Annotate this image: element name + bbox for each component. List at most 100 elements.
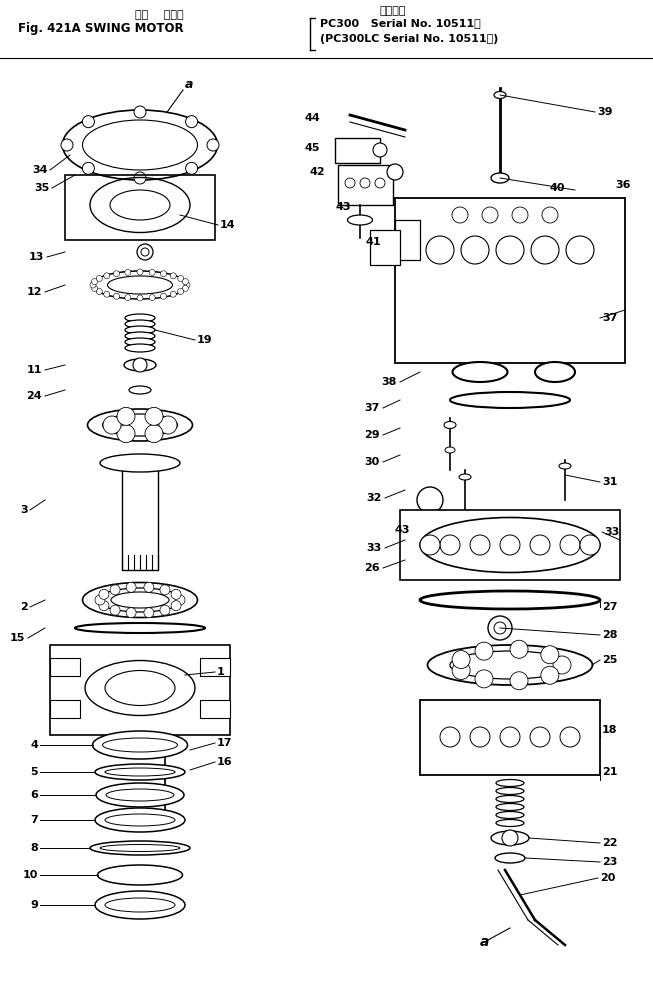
Circle shape [149,269,155,275]
Circle shape [580,535,600,555]
Ellipse shape [450,392,570,408]
Circle shape [475,670,493,688]
Circle shape [461,236,489,264]
Text: 23: 23 [602,857,617,867]
Ellipse shape [453,362,507,382]
Text: 15: 15 [10,633,25,643]
Circle shape [133,358,147,372]
Text: 45: 45 [304,143,320,153]
Circle shape [502,830,518,846]
Ellipse shape [496,796,524,803]
Circle shape [178,275,183,281]
Circle shape [114,293,119,299]
Text: 40: 40 [550,183,565,193]
Text: 11: 11 [27,365,42,375]
Text: 1: 1 [217,667,225,677]
Circle shape [531,236,559,264]
Circle shape [134,106,146,118]
Bar [420,700,600,775]
Circle shape [144,608,154,618]
Circle shape [541,645,559,663]
Ellipse shape [108,276,172,294]
Ellipse shape [445,447,455,453]
Ellipse shape [559,463,571,469]
Circle shape [207,139,219,151]
Ellipse shape [100,454,180,472]
Ellipse shape [75,623,205,633]
Ellipse shape [496,804,524,811]
Text: 13: 13 [29,252,44,262]
Circle shape [96,275,103,281]
Circle shape [542,207,558,223]
Ellipse shape [125,344,155,352]
Circle shape [420,535,440,555]
Circle shape [91,278,97,285]
Circle shape [560,727,580,747]
Text: 4: 4 [30,740,38,750]
Text: 22: 22 [602,838,618,848]
Circle shape [530,535,550,555]
Text: 37: 37 [602,313,617,323]
Text: 10: 10 [23,870,38,880]
Ellipse shape [496,787,524,795]
Circle shape [104,273,110,279]
Bar [400,510,620,580]
Circle shape [99,589,109,599]
Text: 24: 24 [26,391,42,401]
Circle shape [95,595,105,605]
Bar [395,198,625,363]
Ellipse shape [95,891,185,919]
Text: 5: 5 [31,767,38,777]
Bar [370,230,400,265]
Circle shape [103,416,121,434]
Circle shape [373,143,387,157]
Circle shape [126,608,136,618]
Ellipse shape [496,820,524,827]
Ellipse shape [63,110,217,180]
Circle shape [145,425,163,443]
Ellipse shape [124,359,156,371]
Circle shape [137,244,153,260]
Circle shape [90,282,96,288]
Circle shape [137,269,143,275]
Circle shape [149,295,155,301]
Ellipse shape [125,314,155,322]
Circle shape [171,601,181,611]
Circle shape [475,643,493,660]
Ellipse shape [105,768,175,776]
Ellipse shape [420,518,600,572]
Text: 35: 35 [35,183,50,193]
Text: (PC300LC Serial No. 10511～): (PC300LC Serial No. 10511～) [320,34,498,44]
Circle shape [387,164,403,180]
Circle shape [185,162,198,174]
Circle shape [171,589,181,599]
Text: 44: 44 [304,113,320,123]
Ellipse shape [496,812,524,819]
Circle shape [417,487,443,513]
Circle shape [159,416,177,434]
Text: 34: 34 [33,165,48,175]
Ellipse shape [88,409,193,441]
Ellipse shape [93,731,187,759]
Circle shape [141,248,149,256]
Text: 21: 21 [602,767,618,777]
Circle shape [512,207,528,223]
Circle shape [144,582,154,592]
Circle shape [96,288,103,294]
Circle shape [161,293,167,299]
Text: 31: 31 [602,477,617,487]
Text: 38: 38 [381,377,397,387]
Circle shape [126,582,136,592]
Circle shape [553,656,571,674]
Ellipse shape [82,120,197,170]
Circle shape [117,407,135,426]
Bar [50,658,80,676]
Ellipse shape [97,588,182,612]
Ellipse shape [535,362,575,382]
Ellipse shape [103,414,178,436]
Text: 14: 14 [220,220,236,230]
Circle shape [470,727,490,747]
Text: a: a [480,935,489,949]
Circle shape [160,585,170,595]
Bar [395,220,420,260]
